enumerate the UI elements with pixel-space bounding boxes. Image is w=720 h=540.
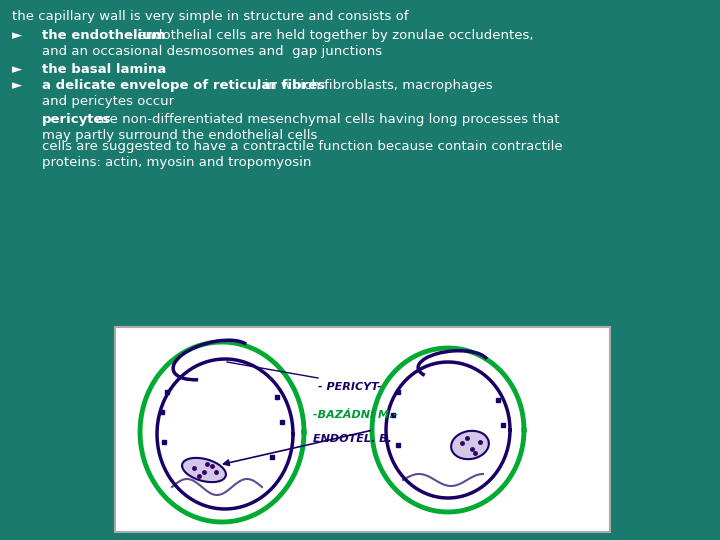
FancyBboxPatch shape [115, 327, 610, 532]
Text: ENDOTEL. B.: ENDOTEL. B. [313, 434, 392, 444]
Text: , in which fibroblasts, macrophages: , in which fibroblasts, macrophages [256, 79, 493, 92]
Text: the capillary wall is very simple in structure and consists of: the capillary wall is very simple in str… [12, 10, 408, 23]
Text: proteins: actin, myosin and tropomyosin: proteins: actin, myosin and tropomyosin [42, 156, 311, 169]
Text: a delicate envelope of reticular fibres: a delicate envelope of reticular fibres [42, 79, 325, 92]
Text: -BAZÁDNÍ M.-: -BAZÁDNÍ M.- [313, 410, 398, 420]
Text: and an occasional desmosomes and  gap junctions: and an occasional desmosomes and gap jun… [42, 45, 382, 58]
Text: ►: ► [12, 29, 22, 42]
Text: - endothelial cells are held together by zonulae occludentes,: - endothelial cells are held together by… [125, 29, 534, 42]
Text: ►: ► [12, 79, 22, 92]
Text: the basal lamina: the basal lamina [42, 63, 166, 76]
Text: and pericytes occur: and pericytes occur [42, 95, 174, 108]
Text: cells are suggested to have a contractile function because contain contractile: cells are suggested to have a contractil… [42, 140, 562, 153]
Text: are non-differentiated mesenchymal cells having long processes that: are non-differentiated mesenchymal cells… [91, 113, 559, 126]
Ellipse shape [182, 458, 226, 482]
Text: may partly surround the endothelial cells: may partly surround the endothelial cell… [42, 129, 318, 142]
Text: pericytes: pericytes [42, 113, 112, 126]
Text: ►: ► [12, 63, 22, 76]
Ellipse shape [451, 431, 489, 459]
Text: - PERICYT-: - PERICYT- [318, 382, 382, 392]
Text: the endothelium: the endothelium [42, 29, 166, 42]
